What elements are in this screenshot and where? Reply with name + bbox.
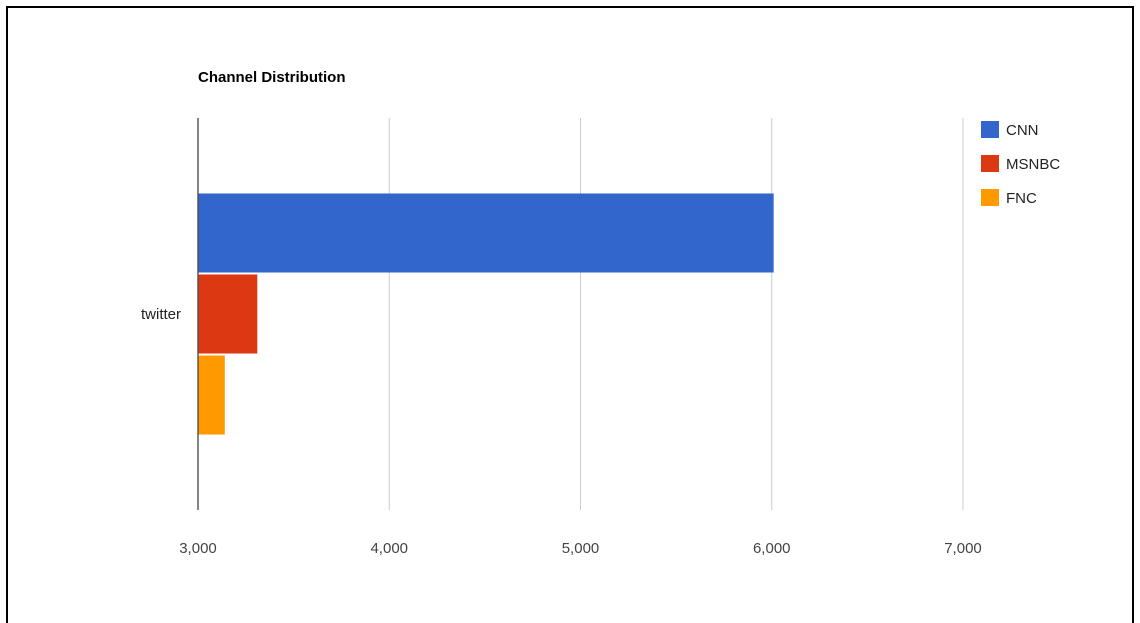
chart-title: Channel Distribution — [198, 69, 346, 86]
bars — [198, 193, 774, 435]
bar-msnbc — [198, 274, 258, 354]
category-labels: twitter — [141, 306, 181, 323]
chart-frame — [6, 6, 1134, 623]
gridlines — [388, 118, 964, 510]
x-tick-label: 3,000 — [179, 540, 217, 557]
legend-label-msnbc: MSNBC — [1006, 156, 1060, 173]
legend-swatch-msnbc — [981, 155, 999, 172]
bar-fnc — [198, 355, 225, 435]
x-axis-ticks: 3,000 4,000 5,000 6,000 7,000 — [179, 540, 982, 557]
x-tick-label: 4,000 — [370, 540, 408, 557]
legend-label-fnc: FNC — [1006, 190, 1037, 207]
x-tick-label: 6,000 — [753, 540, 791, 557]
category-label: twitter — [141, 306, 181, 323]
x-tick-label: 5,000 — [562, 540, 600, 557]
legend-swatch-fnc — [981, 189, 999, 206]
legend-swatch-cnn — [981, 121, 999, 138]
x-tick-label: 7,000 — [944, 540, 982, 557]
bar-cnn — [198, 193, 774, 273]
legend-label-cnn: CNN — [1006, 122, 1039, 139]
legend: CNN MSNBC FNC — [981, 121, 1060, 207]
